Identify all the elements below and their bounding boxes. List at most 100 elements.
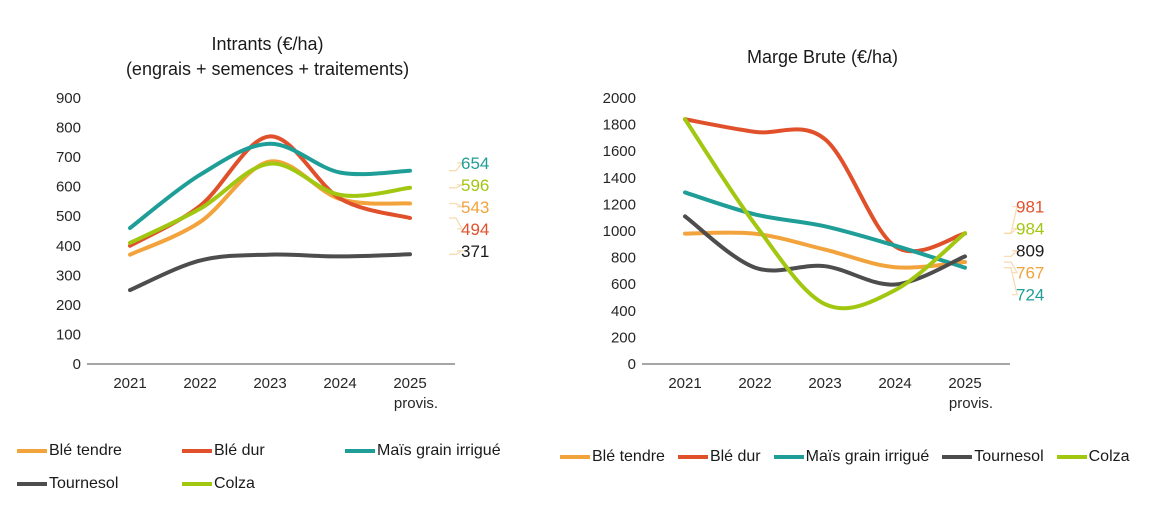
data-label-colza: 596	[461, 176, 489, 195]
legend-item-tournesol: Tournesol	[17, 475, 182, 493]
intrants-legend: Blé tendre Blé dur Maïs grain irrigué To…	[17, 442, 560, 493]
legend-item-colza: Colza	[1056, 448, 1130, 466]
label-leader-line-tournesol	[1004, 249, 1019, 258]
series-line-colza	[683, 117, 967, 311]
legend-item-colza: Colza	[182, 475, 345, 493]
label-leader-line-colza	[449, 184, 463, 189]
x-tick-label: 2023	[808, 375, 841, 392]
tournesol-swatch	[942, 455, 973, 459]
x-tick-label: 2024	[878, 375, 911, 392]
label-leader-line-ble-tendre	[1004, 261, 1019, 274]
intrants-chart-panel: Intrants (€/ha) (engrais + semences + tr…	[15, 0, 560, 493]
y-tick-label: 900	[56, 90, 81, 107]
x-tick-label: 2023	[253, 375, 286, 392]
legend-label-tournesol: Tournesol	[49, 475, 119, 492]
legend-label-colza: Colza	[214, 475, 255, 492]
legend-label-ble-dur: Blé dur	[709, 448, 761, 465]
legend-item-ble-tendre: Blé tendre	[560, 448, 665, 466]
y-tick-label: 1600	[603, 143, 636, 160]
y-tick-label: 400	[611, 303, 636, 320]
intrants-title-line1: Intrants (€/ha)	[211, 34, 324, 54]
marge-brute-chart-title: Marge Brute (€/ha)	[570, 28, 1075, 86]
label-leader-line-mais-grain-irrigue	[1004, 267, 1018, 296]
data-label-tournesol: 809	[1016, 242, 1044, 261]
marge-brute-chart: 0 200 400 600 800 1000 1200 1400 1600 1800 2000 202…	[603, 90, 1045, 412]
y-tick-label: 800	[56, 120, 81, 137]
legend-label-ble-tendre: Blé tendre	[592, 448, 665, 465]
y-tick-label: 200	[56, 297, 81, 314]
intrants-chart-title: Intrants (€/ha) (engrais + semences + tr…	[15, 28, 520, 86]
x-tick-label: 2022	[183, 375, 216, 392]
y-tick-label: 1800	[603, 117, 636, 134]
legend-item-ble-dur: Blé dur	[182, 442, 345, 460]
ble-dur-swatch	[182, 449, 212, 453]
legend-label-tournesol: Tournesol	[974, 448, 1044, 465]
data-label-colza: 984	[1016, 220, 1044, 239]
y-tick-label: 0	[73, 356, 81, 373]
data-label-ble-tendre: 543	[461, 198, 489, 217]
mais-swatch	[773, 455, 804, 459]
y-tick-label: 600	[56, 179, 81, 196]
ble-dur-swatch	[677, 455, 708, 459]
label-leader-line-mais-grain-irrigue	[449, 162, 464, 172]
series-line-colza	[128, 161, 412, 245]
legend-label-ble-dur: Blé dur	[214, 442, 265, 459]
x-tick-label: 2022	[738, 375, 771, 392]
legend-label-mais: Maïs grain irrigué	[377, 442, 501, 459]
colza-swatch	[182, 482, 212, 486]
y-tick-label: 600	[611, 276, 636, 293]
x-tick-label: 2025	[393, 375, 426, 392]
x-note-provis: provis.	[394, 395, 438, 412]
y-tick-label: 200	[611, 329, 636, 346]
x-tick-label: 2024	[323, 375, 356, 392]
x-note-provis: provis.	[949, 395, 993, 412]
y-tick-label: 100	[56, 326, 81, 343]
series-line-ble-tendre	[128, 159, 412, 257]
series-line-ble-tendre	[683, 230, 967, 270]
legend-label-ble-tendre: Blé tendre	[49, 442, 122, 459]
series-line-ble-dur	[128, 134, 412, 248]
marge-brute-title-line1: Marge Brute (€/ha)	[746, 46, 899, 67]
label-leader-line-ble-tendre	[449, 202, 465, 208]
marge-brute-legend: Blé tendre Blé dur Maïs grain irrigué To…	[560, 448, 1145, 466]
x-tick-label: 2021	[668, 375, 701, 392]
x-tick-label: 2021	[113, 375, 146, 392]
y-tick-label: 1200	[603, 196, 636, 213]
x-tick-label: 2025	[948, 375, 981, 392]
legend-label-mais: Maïs grain irrigué	[805, 448, 930, 465]
y-tick-label: 2000	[603, 90, 636, 107]
intrants-title-line2: (engrais + semences + traitements)	[125, 59, 410, 79]
label-leader-line-colza	[1004, 227, 1019, 234]
label-leader-line-ble-dur	[449, 217, 464, 230]
series-line-tournesol	[128, 252, 412, 293]
legend-item-tournesol: Tournesol	[942, 448, 1044, 466]
tournesol-swatch	[17, 482, 47, 486]
label-leader-line-tournesol	[449, 250, 465, 255]
intrants-chart: 0 100 200 300 400 500 600 700 800 900 2021 2022 2023…	[56, 90, 489, 412]
data-label-ble-dur: 981	[1016, 198, 1044, 217]
colza-swatch	[1056, 455, 1087, 459]
mais-swatch	[345, 449, 375, 453]
y-tick-label: 400	[56, 238, 81, 255]
series-line-tournesol	[683, 214, 967, 287]
legend-item-mais: Maïs grain irrigué	[773, 448, 930, 466]
legend-item-mais: Maïs grain irrigué	[345, 442, 560, 460]
marge-brute-chart-panel: Marge Brute (€/ha) 0 200 400 600 800 1000 1200…	[560, 0, 1145, 466]
data-label-tournesol: 371	[461, 242, 489, 261]
ble-tendre-swatch	[560, 455, 590, 459]
y-tick-label: 0	[628, 356, 636, 373]
legend-label-colza: Colza	[1088, 448, 1130, 465]
series-line-mais-grain-irrigue	[128, 141, 412, 231]
y-tick-label: 300	[56, 267, 81, 284]
legend-item-ble-dur: Blé dur	[677, 448, 761, 466]
y-tick-label: 700	[56, 149, 81, 166]
data-label-mais-grain-irrigue: 724	[1016, 286, 1044, 305]
y-tick-label: 500	[56, 208, 81, 225]
series-line-mais-grain-irrigue	[683, 190, 967, 270]
data-label-ble-dur: 494	[461, 220, 489, 239]
y-tick-label: 1000	[603, 223, 636, 240]
y-tick-label: 1400	[603, 170, 636, 187]
y-tick-label: 800	[611, 250, 636, 267]
data-label-mais-grain-irrigue: 654	[461, 154, 489, 173]
legend-item-ble-tendre: Blé tendre	[17, 442, 182, 460]
